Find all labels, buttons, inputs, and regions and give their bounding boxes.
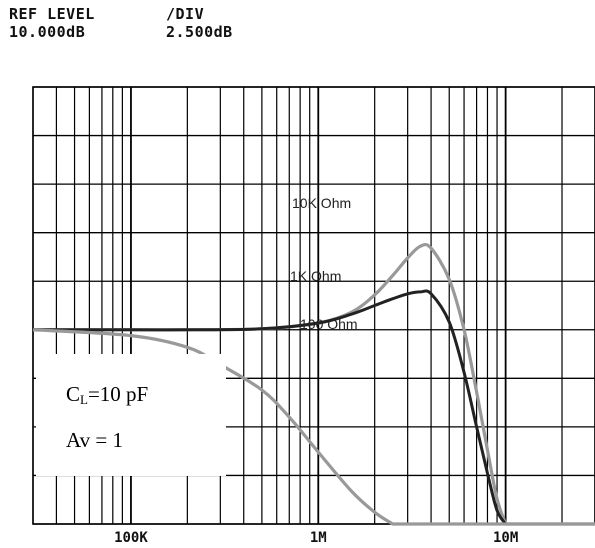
x-tick-label: 10M [493,530,518,546]
annotation-box: CL=10 pF Av = 1 [36,354,226,476]
load-capacitance-label: CL=10 pF [66,382,148,408]
series-label-100-ohm: 100 Ohm [300,316,358,332]
x-tick-label: 1M [310,530,327,546]
series-label-1k-ohm: 1K Ohm [290,268,341,284]
gain-label: Av = 1 [66,428,123,453]
x-tick-label: 100K [114,530,148,546]
series-label-10k-ohm: 10K Ohm [292,195,351,211]
